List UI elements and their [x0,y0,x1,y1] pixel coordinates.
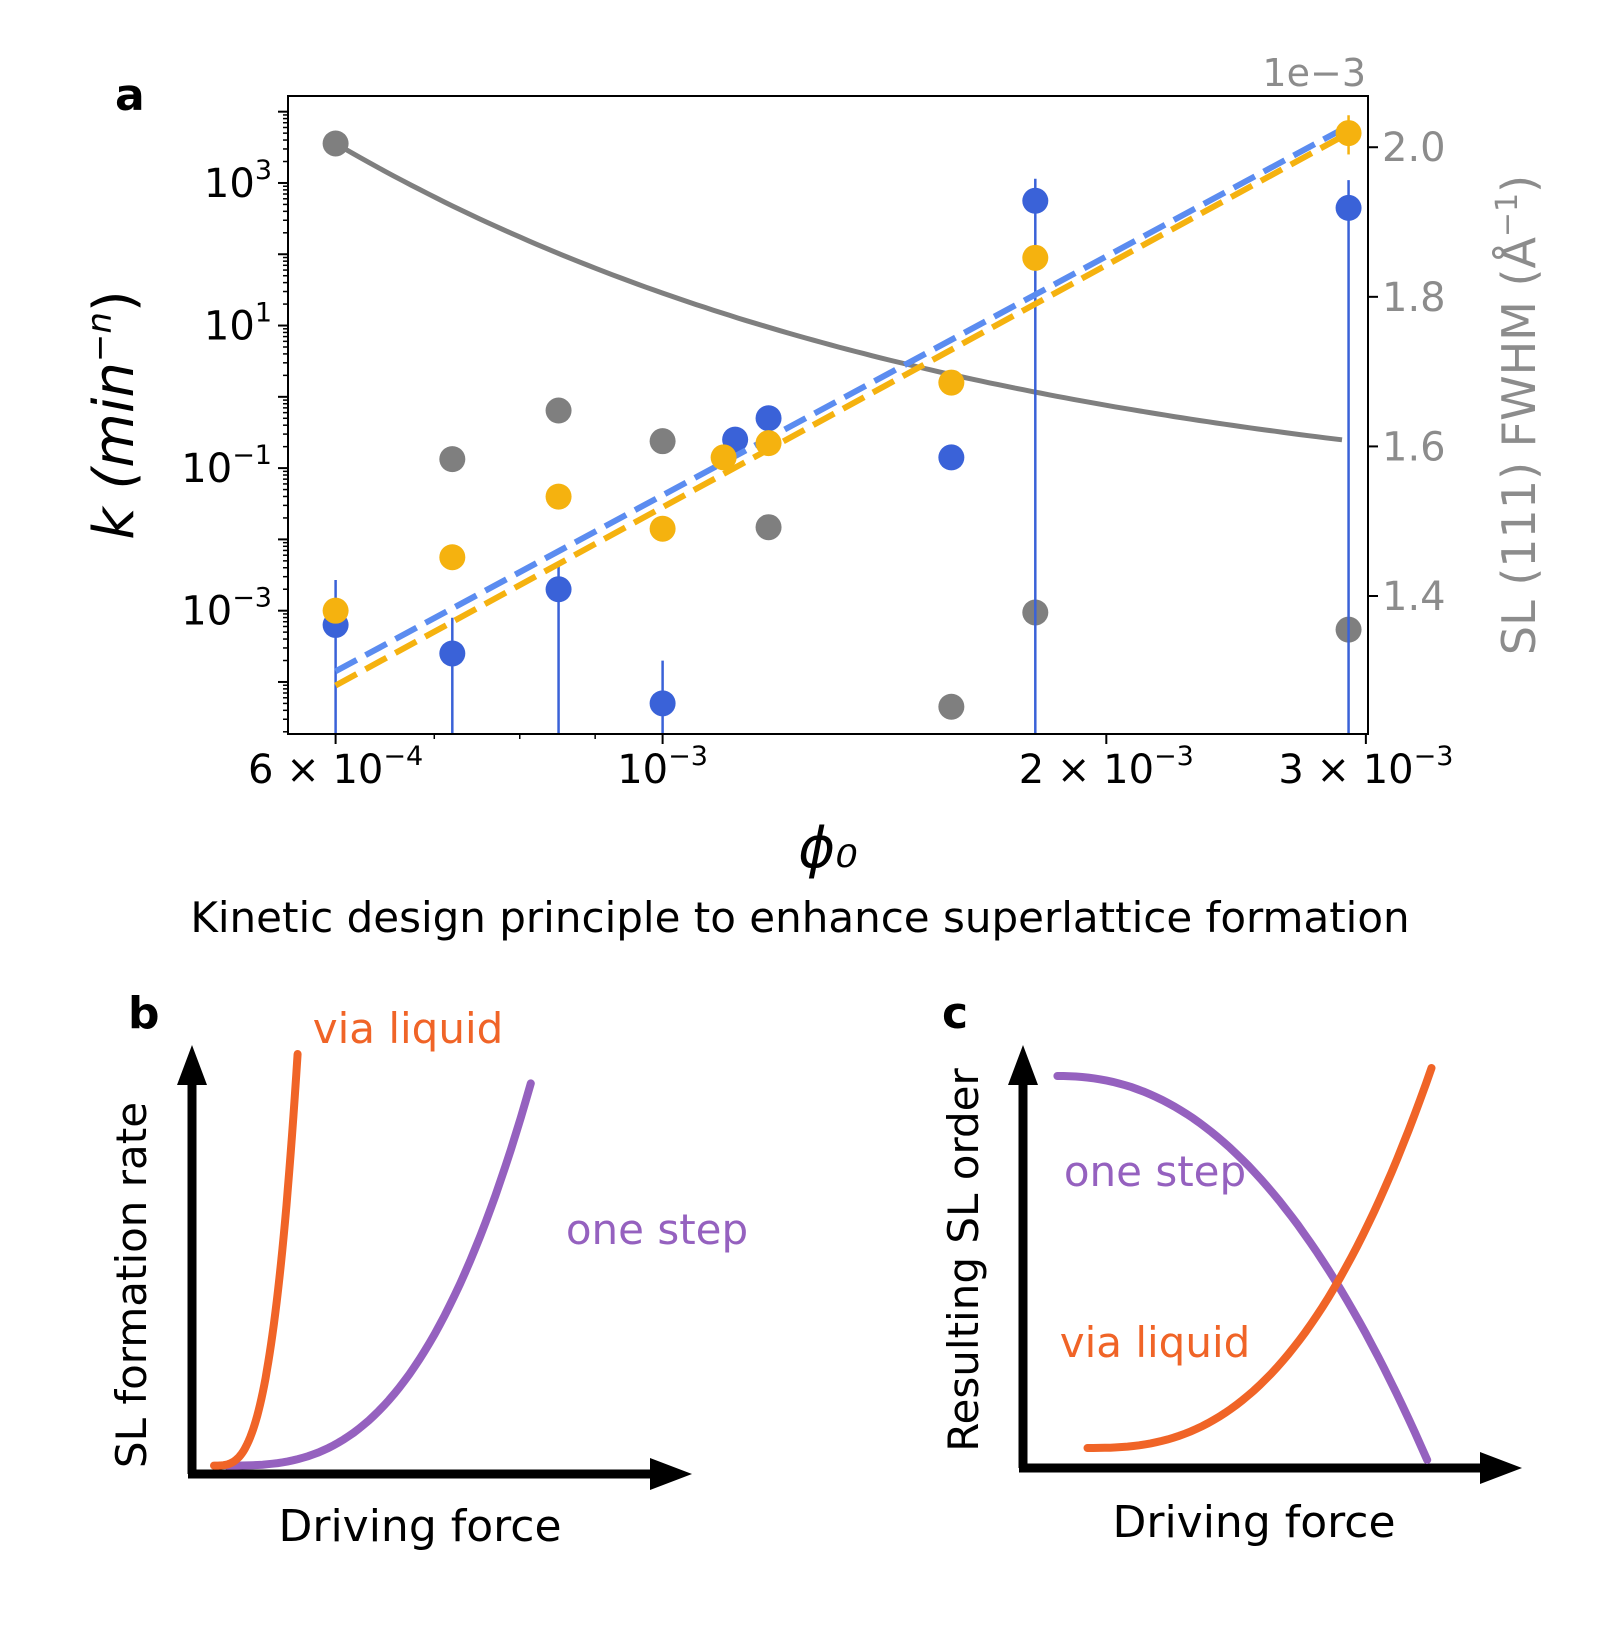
right-tick-label: 1.6 [1382,424,1446,470]
k-orange-point [649,515,676,542]
panel-c: c one step via liquid Driving force Resu… [939,988,1522,1548]
fwhm-point [545,397,572,424]
panel-c-x-arrowhead [1480,1452,1522,1484]
k-blue-fit-line [334,123,1350,674]
right-tick-label: 2.0 [1382,125,1446,171]
right-tick-label: 1.8 [1382,275,1446,321]
k-blue-point [755,405,782,432]
panel-b-y-axis-label: SL formation rate [107,1102,156,1468]
panel-b-via-liquid-curve [210,1050,302,1470]
x-tick-label: 3 × 10−3 [1278,741,1453,793]
k-orange-fit-line [334,130,1351,689]
panel-c-one-step-label: one step [1064,1147,1246,1196]
x-axis-label: ϕ₀ [798,816,857,881]
panel-label-c: c [942,988,968,1039]
k-orange-point [938,369,965,396]
k-orange-point [545,483,572,510]
panel-a-axes-frame [287,95,1369,735]
panel-a-plot-area [322,115,1362,734]
panel-b-via-liquid-label: via liquid [313,1004,504,1053]
k-blue-point [1022,187,1049,214]
left-axis-label: k (min−n) [80,290,147,540]
x-tick-label: 6 × 10−4 [248,741,423,793]
x-tick-label: 10−3 [617,741,708,793]
left-axis-ticks: 103 101 10−1 10−3 [181,110,288,733]
fwhm-point [439,446,466,473]
left-tick-label: 10−3 [181,583,272,635]
fwhm-point [938,693,965,720]
panel-c-via-liquid-label: via liquid [1060,1318,1251,1367]
panel-c-y-axis-label: Resulting SL order [939,1068,988,1452]
k-blue-point [1335,194,1362,221]
panel-a: a 103 101 10−1 10−3 2.0 1.8 1.6 1.4 6 × 10−4 10… [80,51,1546,881]
fwhm-point [322,130,349,157]
fwhm-point [649,428,676,455]
right-axis-offset-text: 1e−3 [1262,51,1366,95]
panel-b-one-step-label: one step [566,1205,748,1254]
right-axis-label: SL (111) FWHM (Å−1) [1490,175,1546,655]
panel-b-x-axis-label: Driving force [278,1501,561,1552]
x-tick-label: 2 × 10−3 [1019,741,1194,793]
left-tick-label: 103 [204,155,272,207]
left-tick-label: 101 [204,298,272,350]
left-tick-label: 10−1 [181,440,272,492]
panel-b: b via liquid one step Driving force SL f… [107,988,748,1552]
x-axis-ticks: 6 × 10−4 10−3 2 × 10−3 3 × 10−3 [248,734,1453,793]
panel-c-y-arrowhead [1008,1045,1038,1085]
panel-b-y-arrowhead [177,1045,207,1085]
panel-b-one-step-curve [223,1079,535,1470]
k-orange-point [1335,120,1362,147]
k-orange-point [322,597,349,624]
panel-label-b: b [128,988,160,1039]
figure-title: Kinetic design principle to enhance supe… [190,893,1409,942]
panel-label-a: a [115,70,145,121]
k-blue-point [649,690,676,717]
panel-c-x-axis-label: Driving force [1112,1497,1395,1548]
right-axis-ticks: 2.0 1.8 1.6 1.4 [1368,125,1446,620]
fwhm-trend-curve [334,141,1343,443]
k-orange-point [755,430,782,457]
k-blue-point [545,576,572,603]
k-orange-point [710,444,737,471]
panel-b-x-arrowhead [650,1458,692,1490]
k-blue-point [439,640,466,667]
k-orange-point [439,544,466,571]
panel-c-one-step-curve [1053,1072,1432,1464]
k-blue-point [938,444,965,471]
right-tick-label: 1.4 [1382,574,1446,620]
panel-c-via-liquid-curve [1083,1064,1436,1452]
k-orange-point [1022,244,1049,271]
fwhm-point [755,514,782,541]
